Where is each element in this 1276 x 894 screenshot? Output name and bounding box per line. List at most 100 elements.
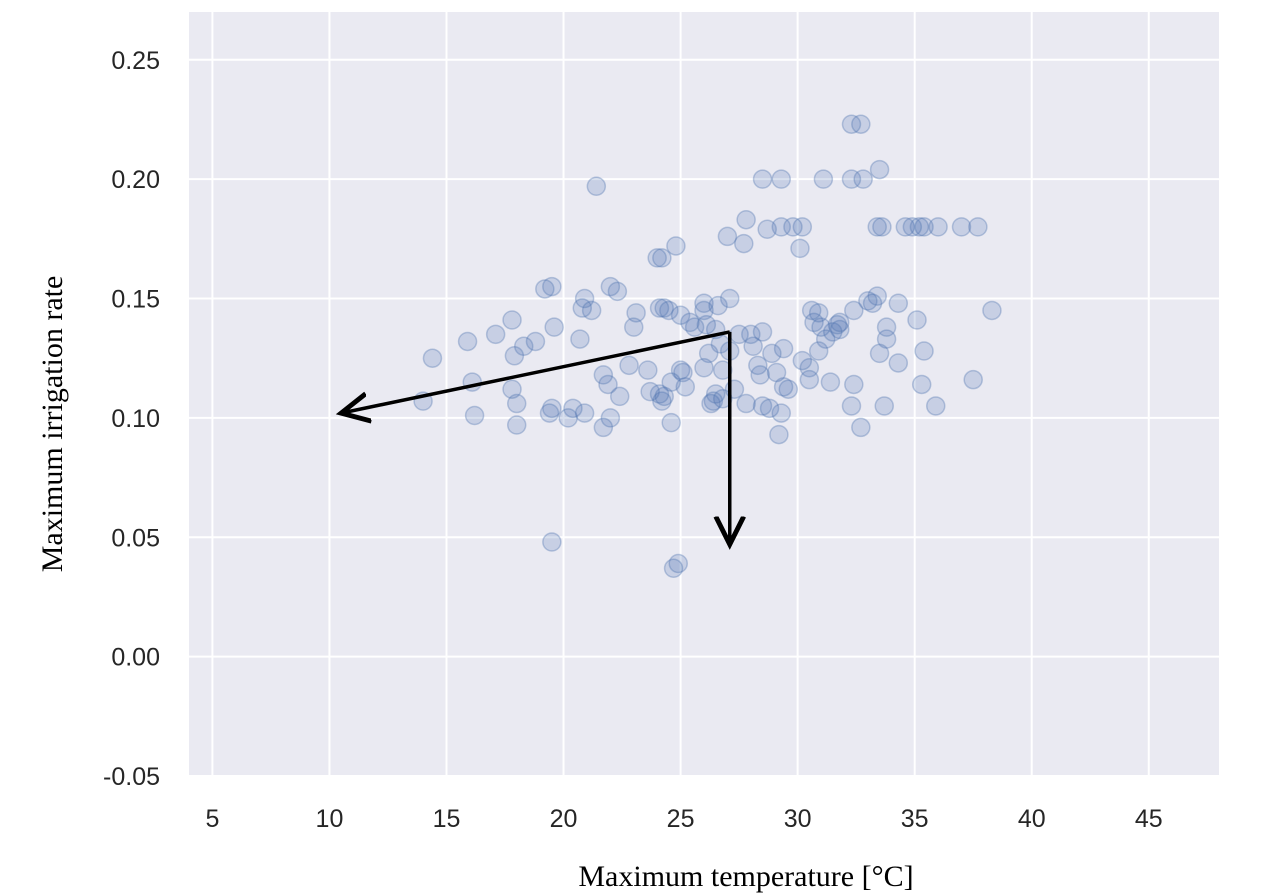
data-point-132 [876, 329, 897, 349]
data-point-95 [773, 377, 794, 397]
data-point-127 [869, 159, 890, 180]
data-point-81 [748, 355, 768, 376]
data-point-47 [661, 372, 681, 392]
y-tick-label: -0.05 [103, 763, 160, 791]
data-point-89 [766, 362, 787, 383]
data-point-58 [694, 293, 714, 314]
data-point-130 [874, 396, 894, 416]
data-point-36 [626, 303, 646, 323]
data-point-8 [504, 346, 525, 366]
data-point-144 [951, 217, 972, 237]
data-point-133 [888, 293, 909, 314]
data-point-51 [668, 553, 688, 574]
data-point-97 [783, 217, 803, 237]
data-point-1 [422, 348, 443, 368]
data-point-13 [535, 279, 555, 299]
data-point-23 [574, 288, 595, 309]
data-point-138 [909, 217, 930, 237]
data-point-109 [815, 329, 836, 349]
data-point-126 [867, 217, 887, 237]
data-point-140 [914, 217, 934, 237]
data-point-141 [914, 341, 934, 361]
data-point-17 [544, 317, 564, 337]
y-axis-label: Maximum irrigation rate [36, 276, 69, 573]
data-point-56 [680, 312, 700, 333]
data-point-48 [661, 412, 681, 433]
y-tick-label: 0.20 [111, 166, 160, 194]
data-point-32 [607, 281, 628, 302]
data-point-50 [663, 558, 684, 579]
data-point-94 [773, 338, 794, 359]
data-point-131 [876, 317, 897, 337]
data-point-22 [572, 298, 593, 318]
data-point-35 [624, 317, 644, 337]
data-point-79 [741, 324, 761, 345]
data-point-129 [872, 217, 892, 237]
data-point-87 [759, 398, 780, 419]
data-point-92 [771, 217, 791, 237]
data-point-28 [593, 417, 614, 438]
data-point-30 [600, 276, 621, 297]
data-point-10 [506, 415, 527, 435]
data-point-121 [851, 417, 871, 438]
data-point-7 [502, 379, 522, 399]
y-tick-label: 0.15 [111, 286, 160, 314]
x-tick-label: 5 [205, 805, 219, 833]
data-point-118 [844, 374, 864, 395]
data-point-71 [717, 226, 738, 247]
data-point-61 [696, 315, 717, 335]
data-point-134 [888, 353, 909, 373]
data-point-88 [762, 343, 782, 364]
data-point-77 [736, 209, 756, 230]
data-point-72 [720, 288, 740, 309]
data-point-99 [792, 217, 813, 237]
data-point-82 [750, 365, 770, 385]
data-point-83 [752, 169, 773, 189]
data-point-70 [712, 389, 733, 409]
data-point-20 [563, 398, 583, 419]
data-point-85 [752, 396, 773, 416]
data-point-59 [694, 357, 714, 378]
data-point-147 [982, 300, 1002, 321]
y-tick-label: 0.00 [111, 644, 160, 672]
data-point-93 [771, 403, 791, 423]
data-point-11 [514, 336, 534, 356]
data-point-38 [640, 381, 660, 402]
data-point-26 [586, 176, 607, 197]
data-point-44 [654, 298, 674, 318]
x-tick-labels: 5 10 15 20 25 30 35 40 45 [205, 805, 1162, 833]
data-point-137 [907, 310, 927, 330]
annotation-arrow-0 [341, 330, 731, 413]
data-point-128 [869, 343, 890, 364]
data-point-14 [542, 276, 562, 297]
data-point-114 [830, 319, 850, 340]
data-point-24 [574, 403, 595, 423]
data-point-16 [542, 398, 562, 419]
x-tick-label: 10 [316, 805, 344, 833]
x-tick-label: 15 [433, 805, 461, 833]
data-points [413, 114, 1002, 579]
x-tick-label: 25 [667, 805, 695, 833]
data-point-41 [649, 384, 670, 404]
data-point-124 [862, 293, 883, 314]
y-tick-label: 0.25 [111, 47, 160, 75]
x-axis-label: Maximum temperature [°C] [578, 860, 913, 893]
data-point-117 [841, 396, 862, 416]
data-point-66 [705, 384, 726, 404]
data-point-119 [844, 300, 864, 321]
data-point-125 [867, 286, 887, 306]
data-point-45 [654, 386, 674, 407]
data-point-9 [506, 393, 527, 414]
data-point-84 [752, 322, 773, 342]
data-point-57 [684, 317, 705, 337]
data-point-100 [792, 350, 813, 371]
data-point-111 [823, 322, 843, 342]
data-point-116 [841, 169, 862, 189]
data-point-102 [799, 357, 820, 378]
data-point-19 [558, 408, 578, 428]
data-point-12 [525, 331, 546, 352]
x-tick-label: 20 [550, 805, 578, 833]
x-tick-label: 40 [1018, 805, 1046, 833]
data-point-136 [902, 217, 923, 237]
